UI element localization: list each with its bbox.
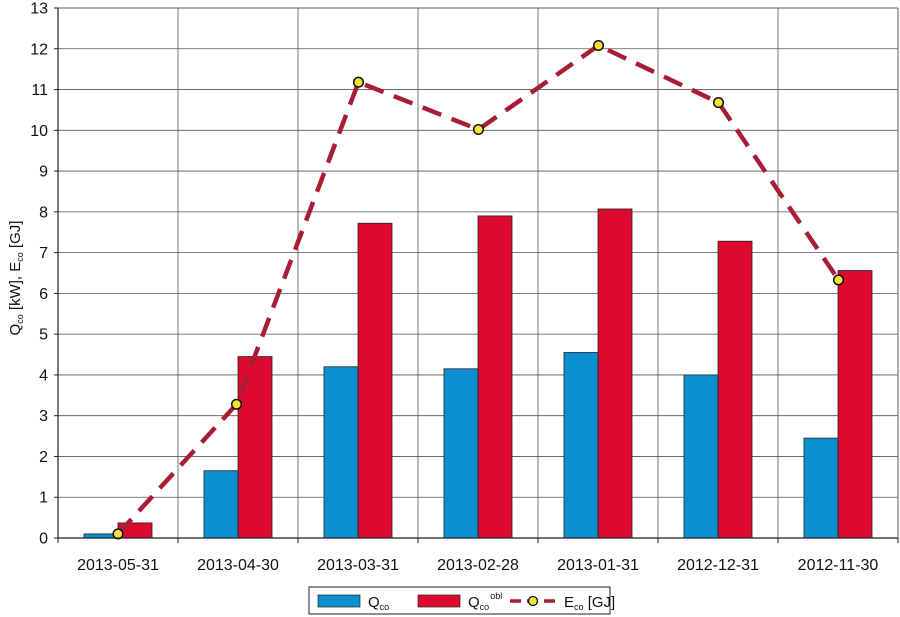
bar-s0-2013-03-31 <box>323 366 359 539</box>
legend-label-e-co: Eco [GJ] <box>564 594 615 612</box>
bar-s1-2013-01-31 <box>597 208 633 539</box>
y-tick-label-8: 8 <box>39 204 48 221</box>
y-tick-label-13: 13 <box>30 1 48 18</box>
x-tick-label-2013-02-28: 2013-02-28 <box>437 557 519 574</box>
y-tick-label-7: 7 <box>39 245 48 262</box>
bars <box>83 208 873 539</box>
x-tick-label-2013-01-31: 2013-01-31 <box>557 557 639 574</box>
y-tick-label-3: 3 <box>39 408 48 425</box>
y-tick-label-6: 6 <box>39 286 48 303</box>
y-tick-label-2: 2 <box>39 449 48 466</box>
bar-s0-2012-12-31 <box>683 374 719 539</box>
e-co-point-2013-02-28 <box>472 123 485 136</box>
bar-s0-2013-04-30 <box>203 470 239 539</box>
y-tick-label-1: 1 <box>39 490 48 507</box>
bar-s1-2012-12-31 <box>717 240 753 539</box>
legend-label-q-co-obl: Qcoobl <box>468 591 502 612</box>
e-co-point-2013-01-31 <box>592 39 605 52</box>
legend-label-q-co: Qco <box>368 594 389 612</box>
x-tick-label-2012-12-31: 2012-12-31 <box>677 557 759 574</box>
e-co-point-2013-04-30 <box>230 398 243 410</box>
x-tick-labels: 2013-05-31 2013-04-30 2013-03-31 2013-02-28… <box>77 557 878 574</box>
bar-s0-2013-01-31 <box>563 352 599 539</box>
legend-marker-e-co <box>527 595 539 607</box>
x-tick-label-2013-05-31: 2013-05-31 <box>77 557 159 574</box>
y-tick-label-9: 9 <box>39 164 48 181</box>
e-co-point-2013-03-31 <box>352 76 365 88</box>
x-tick-label-2013-04-30: 2013-04-30 <box>197 557 279 574</box>
x-tick-label-2013-03-31: 2013-03-31 <box>317 557 399 574</box>
bar-s1-2013-03-31 <box>357 222 393 539</box>
line-series <box>112 39 845 540</box>
x-tick-label-2012-11-30: 2012-11-30 <box>798 557 879 574</box>
y-tick-label-12: 12 <box>30 41 48 58</box>
y-tick-label-4: 4 <box>39 367 48 384</box>
y-tick-label-0: 0 <box>39 531 48 548</box>
y-tick-label-5: 5 <box>39 327 48 344</box>
legend-swatch-q-co-obl <box>417 594 461 608</box>
legend-swatch-q-co <box>317 594 361 608</box>
bar-s1-2013-02-28 <box>477 215 513 539</box>
legend: Qco Qcoobl Eco [GJ] <box>308 586 615 615</box>
y-tick-label-10: 10 <box>30 123 48 140</box>
e-co-point-2013-05-31 <box>112 528 124 540</box>
e-co-point-2012-12-31 <box>712 97 725 109</box>
bar-s1-2012-11-30 <box>837 270 873 539</box>
y-tick-label-11: 11 <box>31 82 48 99</box>
bar-s0-2013-02-28 <box>443 368 479 539</box>
bar-s0-2012-11-30 <box>803 437 839 539</box>
e-co-point-2012-11-30 <box>832 274 845 286</box>
axes <box>54 7 899 543</box>
y-axis-label: Qco [kW], Eco [GJ] <box>7 221 25 336</box>
